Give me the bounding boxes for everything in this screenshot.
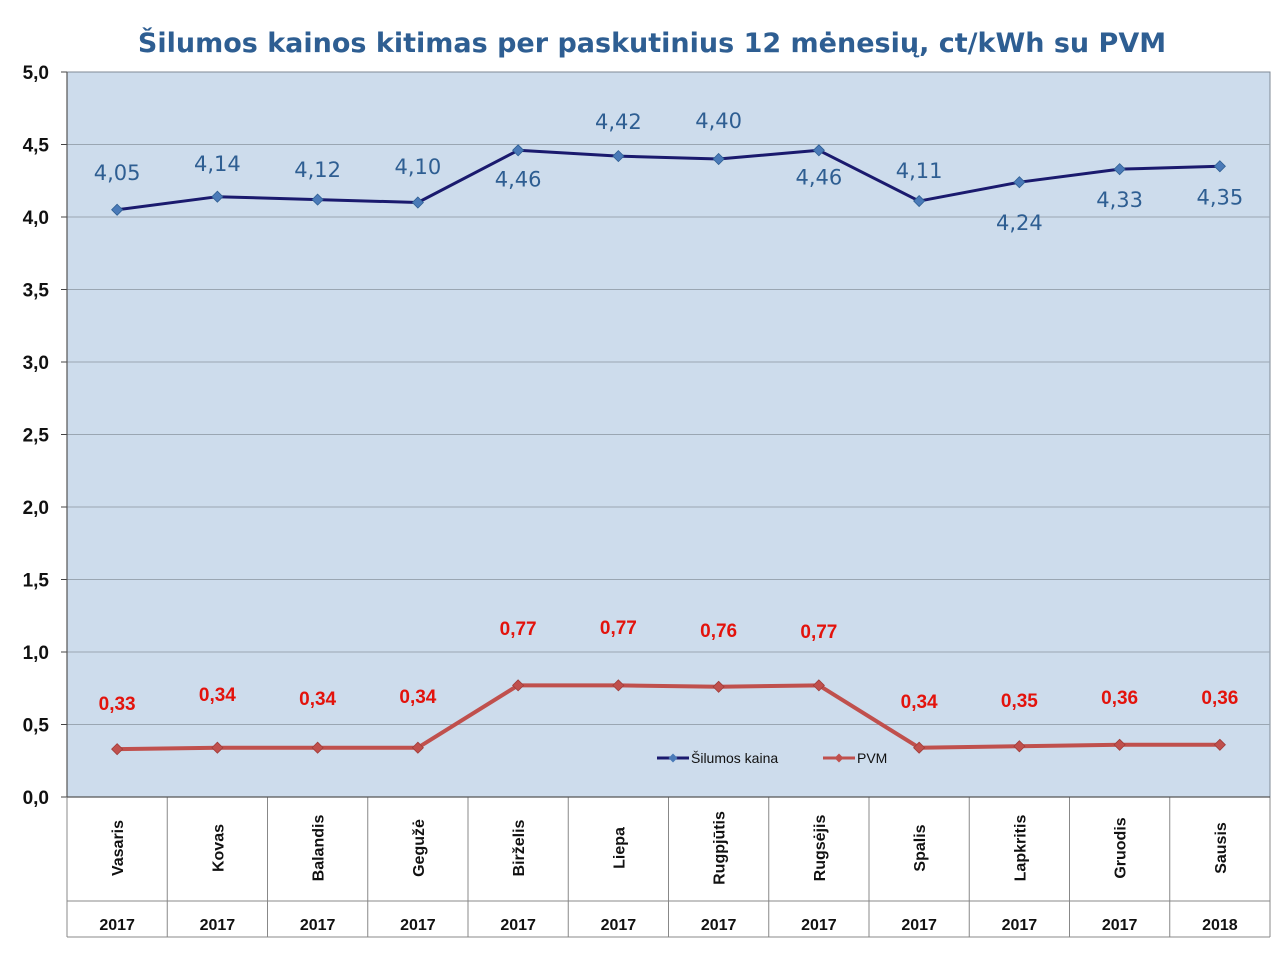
data-label-silumos-kaina: 4,33 (1096, 188, 1143, 212)
x-category-label: Lapkritis (1012, 815, 1029, 882)
data-point (1013, 740, 1026, 753)
data-point (612, 150, 625, 163)
data-label-silumos-kaina: 4,11 (896, 159, 943, 183)
x-year-label: 2017 (1102, 917, 1138, 934)
data-label-silumos-kaina: 4,40 (695, 109, 742, 133)
legend-label: PVM (857, 750, 887, 766)
data-label-silumos-kaina: 4,35 (1196, 185, 1243, 209)
x-category-label: Sausis (1213, 822, 1230, 874)
y-tick-label: 1,5 (23, 571, 50, 592)
data-label-silumos-kaina: 4,42 (595, 110, 642, 134)
series-line-pvm (117, 683, 1220, 752)
data-point (1213, 738, 1226, 751)
data-label-silumos-kaina: 4,05 (94, 161, 141, 185)
data-point (512, 679, 525, 692)
y-tick-label: 2,5 (23, 426, 50, 447)
y-tick-label: 4,5 (23, 136, 50, 157)
y-tick-label: 1,0 (23, 643, 49, 664)
data-point (612, 679, 625, 692)
x-category-label: Vasaris (110, 820, 127, 876)
x-year-label: 2017 (701, 917, 737, 934)
x-year-label: 2017 (1002, 917, 1038, 934)
series-layer (111, 144, 1226, 756)
legend-marker (668, 753, 678, 763)
x-category-label: Gegužė (411, 819, 428, 877)
x-year-label: 2017 (400, 917, 436, 934)
data-point (1213, 160, 1226, 173)
x-year-label: 2017 (500, 917, 536, 934)
data-label-silumos-kaina: 4,24 (996, 211, 1043, 235)
data-point (411, 741, 424, 754)
x-category-label: Gruodis (1113, 817, 1130, 878)
data-point (1013, 176, 1026, 189)
data-label-pvm: 0,77 (800, 622, 837, 643)
x-year-label: 2017 (801, 917, 837, 934)
data-point (411, 196, 424, 209)
y-tick-label: 3,0 (23, 353, 49, 374)
data-point (712, 680, 725, 693)
data-label-pvm: 0,34 (199, 685, 236, 706)
y-tick-label: 0,5 (23, 716, 50, 737)
data-label-silumos-kaina: 4,14 (194, 152, 241, 176)
x-category-label: Kovas (210, 824, 227, 872)
legend-marker (834, 753, 844, 763)
x-year-label: 2017 (99, 917, 135, 934)
data-label-pvm: 0,77 (500, 619, 537, 640)
x-category-label: Rugsėjis (812, 815, 829, 882)
y-tick-label: 3,5 (23, 281, 50, 302)
data-point (311, 741, 324, 754)
chart-title: Šilumos kainos kitimas per paskutinius 1… (138, 27, 1166, 59)
y-axis: 0,0 0,5 1,0 1,5 2,0 2,5 3,0 3,5 4,0 4,5 5,0 (23, 63, 68, 809)
x-category-label: Balandis (311, 815, 328, 882)
data-point (913, 194, 926, 208)
data-label-pvm: 0,77 (600, 618, 637, 639)
data-point (311, 193, 324, 206)
series-line-silumos-kaina (116, 148, 1220, 212)
data-point (1113, 163, 1126, 176)
data-label-pvm: 0,34 (299, 689, 336, 710)
data-point (913, 741, 926, 754)
x-axis: Vasaris 2017 Kovas 2017 Balandis 2017 Gegužė 20… (66, 796, 1271, 938)
data-point (211, 741, 224, 754)
y-tick-label: 4,0 (23, 208, 49, 229)
x-category-label: Birželis (511, 819, 528, 876)
data-label-silumos-kaina: 4,10 (394, 155, 441, 179)
x-year-label: 2017 (300, 917, 336, 934)
data-label-pvm: 0,34 (399, 687, 436, 708)
plot-area (66, 71, 1271, 798)
data-point (512, 144, 525, 157)
legend: Šilumos kaina PVM (657, 750, 887, 766)
x-year-label: 2018 (1202, 917, 1238, 934)
data-label-silumos-kaina: 4,46 (795, 165, 842, 189)
data-point (812, 679, 825, 692)
data-point (111, 203, 124, 216)
data-label-silumos-kaina: 4,46 (495, 167, 542, 191)
data-label-pvm: 0,36 (1101, 688, 1138, 709)
x-year-label: 2017 (601, 917, 637, 934)
x-category-label: Rugpjūtis (712, 811, 729, 885)
data-label-pvm: 0,36 (1201, 688, 1238, 709)
data-point (211, 190, 224, 203)
y-tick-label: 0,0 (23, 788, 49, 809)
x-category-label: Spalis (912, 824, 929, 871)
y-tick-label: 2,0 (23, 498, 49, 519)
y-tick-label: 5,0 (23, 63, 49, 84)
x-category-label: Liepa (611, 827, 628, 869)
data-label-pvm: 0,35 (1001, 691, 1038, 712)
x-year-label: 2017 (200, 917, 236, 934)
data-label-pvm: 0,33 (99, 694, 136, 715)
data-point (812, 144, 825, 157)
data-point (712, 152, 725, 166)
data-label-pvm: 0,76 (700, 621, 737, 642)
legend-label: Šilumos kaina (691, 750, 778, 766)
data-label-silumos-kaina: 4,12 (294, 158, 341, 182)
data-point (111, 743, 124, 756)
x-year-label: 2017 (901, 917, 937, 934)
data-labels: 4,05 4,14 4,12 4,10 4,46 4,42 4,40 4,46 4,11 4,24… (94, 109, 1244, 715)
data-point (1113, 738, 1126, 751)
data-label-pvm: 0,34 (901, 692, 938, 713)
